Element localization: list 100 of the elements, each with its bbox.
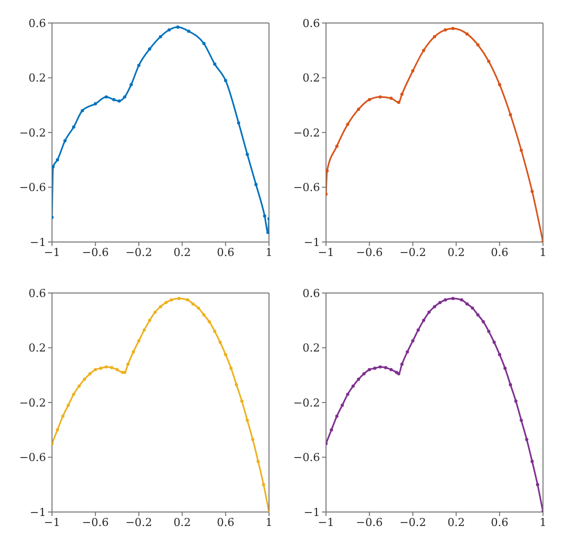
point — [530, 190, 534, 193]
point — [384, 366, 388, 370]
y-tick-label: 0.2 — [28, 342, 46, 355]
point — [202, 313, 206, 316]
y-tick-label: 0.6 — [302, 16, 320, 30]
point — [330, 428, 334, 432]
point — [346, 392, 350, 396]
x-tick-label: −0.6 — [356, 246, 383, 259]
point — [368, 368, 371, 372]
point — [465, 32, 469, 36]
point — [397, 372, 400, 376]
x-tick-label: 1 — [540, 246, 546, 259]
y-tick-label: −0.6 — [293, 181, 320, 194]
point — [246, 418, 249, 422]
x-tick-label: −0.2 — [125, 246, 152, 259]
point — [422, 318, 426, 322]
point — [213, 330, 216, 333]
x-tick-label: −1 — [318, 516, 334, 529]
point — [390, 368, 393, 372]
point — [432, 305, 436, 308]
point — [88, 372, 92, 376]
point — [148, 47, 152, 51]
point — [335, 414, 338, 418]
point — [52, 165, 55, 168]
point — [263, 214, 266, 218]
point — [63, 139, 67, 142]
point — [186, 298, 190, 302]
x-tick-label: 0.6 — [216, 246, 234, 259]
point — [444, 298, 447, 302]
point — [196, 306, 200, 310]
point — [168, 28, 171, 32]
y-tick-label: 0.6 — [28, 16, 46, 30]
point — [470, 306, 474, 310]
point — [251, 438, 254, 442]
point — [80, 109, 84, 112]
point — [390, 96, 393, 100]
y-tick-label: −0.2 — [19, 396, 46, 410]
point — [202, 42, 206, 46]
point — [104, 95, 108, 99]
point — [520, 418, 523, 422]
point — [397, 100, 400, 104]
point — [520, 148, 523, 152]
x-tick-label: −1 — [44, 516, 60, 529]
point — [487, 60, 490, 63]
point — [130, 82, 133, 86]
point — [82, 378, 86, 381]
y-tick-label: −0.6 — [293, 451, 320, 464]
point — [137, 64, 140, 68]
y-tick-label: −0.6 — [19, 181, 46, 194]
point — [234, 383, 238, 386]
x-tick-label: −0.2 — [125, 516, 152, 529]
point — [362, 372, 366, 376]
point — [352, 384, 355, 388]
point — [378, 95, 382, 99]
point — [465, 302, 469, 306]
point — [326, 169, 329, 172]
point — [240, 400, 244, 403]
point — [356, 378, 360, 381]
point — [170, 298, 173, 302]
point — [368, 98, 371, 102]
point — [498, 352, 502, 356]
point — [224, 78, 228, 82]
point — [254, 182, 258, 186]
y-tick-label: 0.6 — [28, 286, 46, 300]
point — [94, 102, 97, 106]
y-tick-label: −0.6 — [19, 451, 46, 464]
x-tick-label: −0.6 — [356, 516, 383, 529]
point — [340, 404, 344, 407]
x-tick-label: 1 — [540, 516, 546, 529]
point — [123, 370, 126, 374]
point — [158, 305, 162, 308]
point — [400, 362, 404, 366]
point — [492, 340, 496, 344]
point — [56, 428, 60, 432]
point — [451, 26, 455, 30]
point — [346, 122, 350, 126]
point — [525, 438, 528, 442]
point — [208, 320, 211, 324]
point — [78, 384, 81, 388]
point — [218, 340, 222, 344]
point — [123, 95, 126, 99]
point — [508, 113, 512, 116]
point — [72, 392, 76, 396]
point — [99, 366, 102, 370]
point — [148, 318, 152, 322]
point — [104, 365, 108, 369]
point — [530, 460, 534, 463]
point — [177, 296, 181, 300]
point — [444, 28, 447, 32]
point — [224, 352, 228, 356]
x-tick-label: −1 — [318, 246, 334, 259]
y-tick-label: −0.2 — [293, 396, 320, 410]
point — [476, 313, 480, 316]
point — [56, 158, 60, 162]
point — [356, 108, 360, 111]
x-tick-label: 0.2 — [447, 516, 465, 529]
x-tick-label: 1 — [266, 516, 272, 529]
point — [61, 414, 64, 418]
point — [378, 365, 382, 369]
point — [394, 370, 398, 374]
